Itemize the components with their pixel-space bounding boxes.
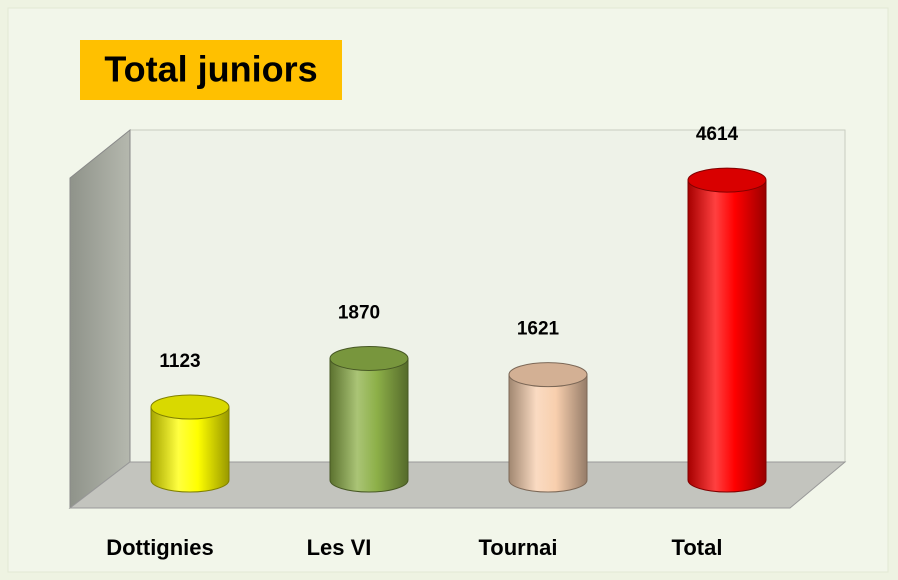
- title-box: [80, 40, 342, 100]
- bar-top: [150, 394, 230, 420]
- x-tick-label: Les VI: [307, 535, 372, 560]
- bar: [150, 406, 230, 493]
- value-label: 4614: [696, 124, 739, 145]
- side-wall: [69, 128, 131, 510]
- bar-top: [329, 345, 409, 371]
- bar: [329, 357, 409, 493]
- chart-title: Total juniors: [104, 49, 317, 90]
- bars: 1123 1870 1621 4614: [150, 124, 767, 493]
- value-label: 1123: [159, 351, 200, 372]
- x-tick-label: Tournai: [478, 535, 557, 560]
- x-tick-label: Total: [672, 535, 723, 560]
- value-label: 1621: [517, 319, 560, 340]
- bar-top: [687, 167, 767, 193]
- floor: [68, 461, 847, 509]
- bar: [508, 374, 588, 493]
- x-tick-label: Dottignies: [106, 535, 214, 560]
- value-label: 1870: [338, 302, 380, 323]
- bar-top: [508, 362, 588, 388]
- bar: [687, 179, 767, 493]
